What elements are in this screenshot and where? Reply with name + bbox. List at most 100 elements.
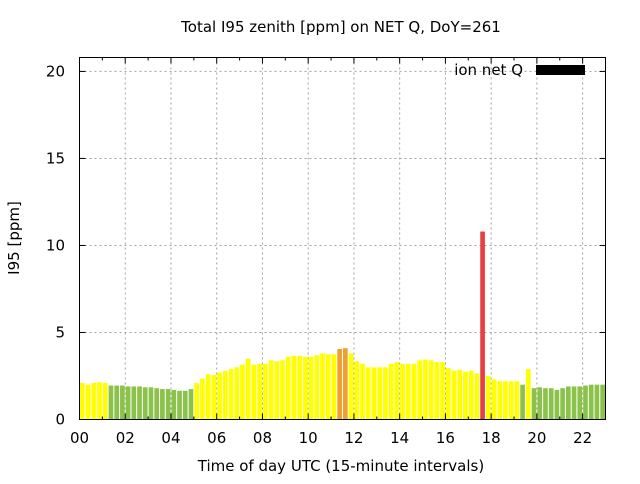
bar: [257, 363, 262, 420]
bar: [411, 363, 417, 420]
grid: [79, 57, 606, 420]
bar: [423, 359, 428, 420]
y-tick-label: 5: [55, 323, 65, 341]
bar: [554, 389, 560, 420]
x-tick-label: 04: [161, 429, 180, 447]
x-tick-label: 10: [299, 429, 318, 447]
bar: [560, 388, 565, 420]
bar: [291, 355, 297, 420]
bar: [485, 375, 491, 420]
bar: [445, 368, 451, 420]
bar: [434, 362, 440, 420]
bar: [120, 385, 125, 420]
legend-swatch: [536, 65, 585, 75]
legend: ion net Q: [454, 61, 585, 79]
bar: [388, 363, 394, 420]
bar: [525, 369, 531, 420]
bar: [440, 362, 445, 420]
bar: [102, 382, 108, 420]
bar: [451, 370, 457, 420]
x-tick-label: 12: [344, 429, 363, 447]
bar: [91, 382, 97, 420]
bar: [531, 388, 537, 420]
bar: [200, 378, 205, 420]
bar: [97, 382, 102, 420]
bar: [268, 360, 274, 420]
bar: [240, 364, 245, 420]
bar: [400, 363, 405, 420]
bar: [491, 379, 497, 420]
bar: [548, 388, 554, 420]
bar: [137, 386, 142, 420]
x-tick-label: 18: [482, 429, 501, 447]
bar: [588, 384, 594, 420]
y-tick-label: 10: [46, 236, 65, 254]
bar: [354, 361, 360, 420]
bar: [125, 386, 131, 420]
bar: [565, 386, 571, 420]
bar: [365, 367, 371, 420]
bar: [600, 384, 605, 420]
y-tick-label: 0: [55, 411, 65, 429]
bar: [520, 384, 525, 420]
x-axis-label: Time of day UTC (15-minute intervals): [197, 457, 484, 475]
bar: [320, 353, 325, 420]
y-tick-label: 15: [46, 149, 65, 167]
y-tick-label: 20: [46, 62, 65, 80]
bar: [280, 360, 285, 420]
bar: [457, 369, 463, 420]
bar: [262, 363, 268, 420]
bar: [211, 375, 217, 420]
bar: [343, 348, 348, 420]
x-tick-label: 08: [253, 429, 272, 447]
bar: [383, 367, 388, 420]
bar: [468, 370, 474, 420]
bar: [251, 364, 257, 420]
plot-frame: [79, 57, 606, 420]
bar: [360, 363, 365, 420]
bar: [182, 390, 188, 420]
bar: [503, 381, 508, 420]
bar: [583, 385, 588, 420]
bar: [142, 387, 148, 420]
bar: [80, 382, 85, 420]
chart-title: Total I95 zenith [ppm] on NET Q, DoY=261: [180, 18, 501, 36]
bar: [377, 367, 383, 420]
bar: [177, 390, 182, 420]
bar: [463, 371, 468, 420]
bar: [325, 354, 331, 420]
bar: [314, 355, 320, 420]
legend-label: ion net Q: [454, 61, 523, 79]
bar: [394, 362, 400, 420]
bar: [474, 373, 480, 420]
bar: [594, 384, 600, 420]
y-axis-label: I95 [ppm]: [5, 201, 23, 275]
bar: [234, 367, 240, 420]
bar: [577, 386, 583, 420]
x-tick-label: 06: [207, 429, 226, 447]
bar: [331, 354, 337, 420]
bar: [571, 386, 577, 420]
bar: [285, 356, 291, 420]
bar: [308, 356, 314, 420]
bar: [217, 372, 222, 420]
bar: [171, 389, 177, 420]
x-tick-label: 02: [116, 429, 135, 447]
bar: [537, 387, 543, 420]
axis-ticks: 00 02 04 06 08 10 12 14 16 18 20 22 0 5 10 15 20: [46, 57, 606, 447]
bar: [274, 361, 280, 420]
bar: [245, 358, 251, 420]
bar: [228, 369, 234, 420]
bar: [417, 360, 423, 420]
bar: [154, 388, 160, 420]
bar: [160, 389, 165, 420]
bar: [222, 370, 228, 420]
x-tick-label: 22: [573, 429, 592, 447]
bar: [428, 360, 434, 420]
bar: [302, 356, 308, 420]
bar: [148, 387, 154, 420]
x-tick-label: 20: [527, 429, 546, 447]
bar: [85, 384, 91, 420]
